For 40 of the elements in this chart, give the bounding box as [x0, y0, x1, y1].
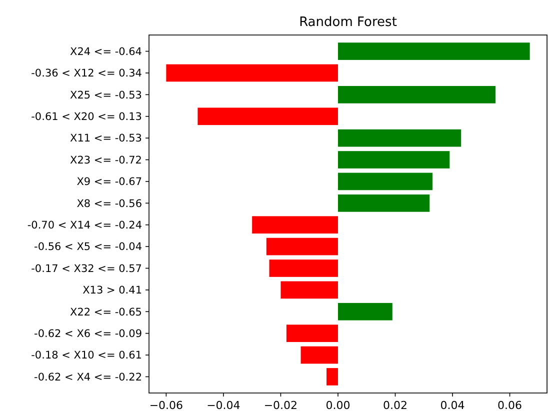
x-tick-label: −0.06 [149, 399, 184, 411]
x-tick-label: 0.06 [498, 399, 522, 411]
bar [338, 129, 462, 147]
y-tick-label: X22 <= -0.65 [70, 306, 142, 318]
y-tick-label: -0.56 < X5 <= -0.04 [34, 241, 142, 254]
chart-title: Random Forest [299, 15, 397, 30]
bar [166, 64, 338, 82]
bar [338, 151, 450, 168]
y-tick-label: X8 <= -0.56 [76, 198, 142, 210]
bar [252, 216, 338, 234]
bar [338, 194, 430, 212]
bar [198, 108, 338, 126]
x-tick-label: 0.00 [326, 399, 350, 411]
y-tick-label: -0.18 < X10 <= 0.61 [31, 350, 142, 362]
y-tick-label: -0.17 < X32 <= 0.57 [31, 262, 142, 275]
bar [338, 302, 392, 320]
bar [280, 281, 338, 299]
bar [338, 42, 530, 60]
x-tick-label: 0.02 [382, 399, 408, 411]
x-tick-label: −0.04 [206, 399, 240, 411]
bar [338, 86, 496, 104]
y-tick-label: -0.62 < X4 <= -0.22 [34, 371, 142, 384]
y-tick-label: X9 <= -0.67 [76, 176, 142, 188]
bar [338, 172, 432, 190]
y-tick-label: -0.36 < X12 <= 0.34 [31, 68, 142, 80]
y-tick-label: -0.62 < X6 <= -0.09 [34, 328, 142, 340]
bar [269, 260, 338, 277]
x-tick-label: 0.04 [440, 399, 465, 411]
y-tick-label: X13 > 0.41 [82, 284, 142, 297]
bar [266, 238, 338, 256]
y-tick-label: X24 <= -0.64 [70, 46, 142, 58]
y-tick-label: -0.70 < X14 <= -0.24 [27, 220, 142, 232]
y-tick-label: X23 <= -0.72 [70, 154, 142, 166]
y-tick-label: X11 <= -0.53 [70, 132, 142, 145]
y-tick-label: -0.61 < X20 <= 0.13 [31, 111, 142, 124]
bar [326, 368, 338, 386]
x-tick-label: −0.02 [264, 399, 298, 411]
bar [286, 324, 338, 342]
y-tick-label: X25 <= -0.53 [70, 89, 142, 102]
bar [300, 346, 338, 364]
